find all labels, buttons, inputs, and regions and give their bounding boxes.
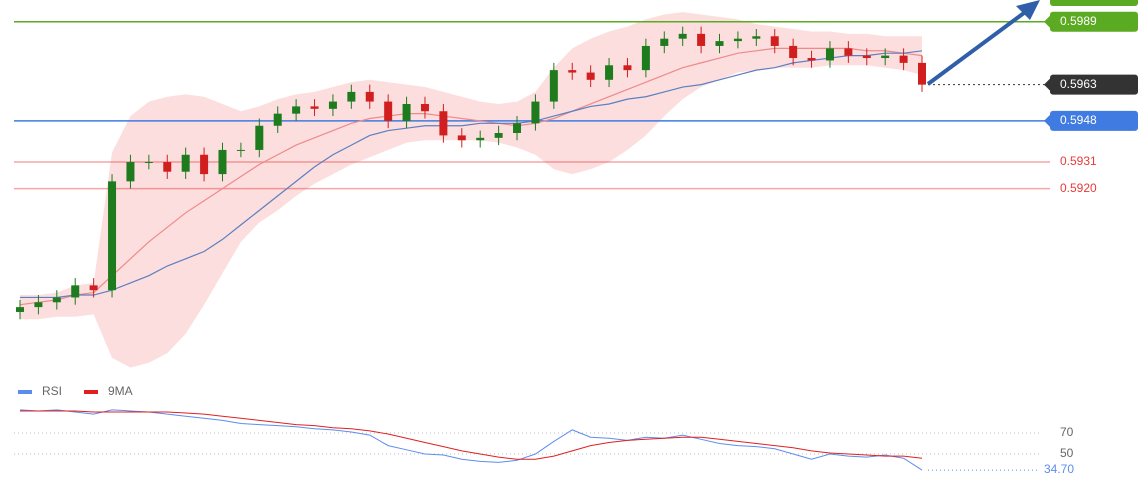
- candle-body: [236, 149, 245, 151]
- candle-body: [862, 55, 871, 59]
- level-label-pointer: [1044, 113, 1051, 128]
- legend-swatch: [84, 390, 98, 394]
- candle-body: [255, 125, 264, 150]
- moving-average: [20, 50, 923, 299]
- candle-body: [641, 45, 650, 71]
- candle-body: [715, 41, 724, 46]
- y-tick-label: 50: [1060, 446, 1074, 460]
- candle-body: [697, 33, 706, 46]
- candle-body: [420, 103, 429, 112]
- legend-label: RSI: [42, 384, 62, 398]
- level-label-box: [1050, 74, 1138, 95]
- candle-body: [402, 103, 411, 121]
- level-label: 0.5963: [1060, 77, 1097, 91]
- candle-body: [89, 285, 98, 291]
- arrow-head: [1016, 0, 1040, 20]
- candle-body: [770, 36, 779, 46]
- candle-body: [476, 137, 485, 141]
- level-label: 0.5989: [1060, 14, 1097, 28]
- legend-label: 9MA: [108, 384, 133, 398]
- candle-body: [328, 101, 337, 109]
- candle-body: [807, 58, 816, 61]
- forecast-arrow: [926, 0, 1040, 86]
- candle-body: [733, 38, 742, 42]
- candle-body: [586, 72, 595, 80]
- candle-body: [126, 162, 135, 182]
- arrow-shaft: [926, 8, 1030, 86]
- bollinger-band: [20, 12, 922, 368]
- candle-body: [825, 48, 834, 61]
- level-label-pointer: [1044, 14, 1051, 29]
- candle-body: [752, 36, 761, 39]
- level-box-offscreen: [1050, 0, 1138, 6]
- candle-body: [310, 106, 319, 109]
- candle-body: [108, 181, 117, 291]
- candle-body: [52, 297, 61, 303]
- candle-body: [531, 101, 540, 124]
- candle-body: [365, 91, 374, 102]
- candle-body: [16, 307, 24, 312]
- candle-body: [347, 91, 356, 102]
- candle-body: [844, 48, 853, 56]
- candle-body: [899, 55, 908, 63]
- current-value-label: 34.70: [1044, 462, 1074, 476]
- candle-body: [881, 55, 890, 59]
- rsi-line: [20, 410, 923, 460]
- candle-body: [513, 123, 522, 134]
- candle-body: [273, 113, 282, 126]
- candle-body: [678, 33, 687, 39]
- candle-body: [494, 133, 503, 138]
- candle-body: [163, 162, 172, 172]
- candle-body: [34, 302, 43, 308]
- level-label: 0.5920: [1060, 181, 1097, 195]
- candle-body: [605, 65, 614, 80]
- candle-body: [623, 65, 632, 71]
- level-label-box: [1050, 11, 1138, 32]
- y-tick-label: 70: [1060, 425, 1074, 439]
- candle-body: [918, 62, 926, 85]
- level-label: 0.5948: [1060, 113, 1097, 127]
- level-label-pointer: [1044, 77, 1051, 92]
- candle-body: [292, 106, 301, 114]
- legend-swatch: [18, 390, 32, 394]
- candle-body: [439, 111, 448, 136]
- level-label-box: [1050, 110, 1138, 131]
- candle-body: [568, 70, 577, 73]
- candle-body: [144, 162, 153, 164]
- candle-body: [384, 101, 393, 121]
- candle-body: [457, 135, 466, 141]
- candle-body: [789, 45, 798, 59]
- level-label: 0.5931: [1060, 154, 1097, 168]
- candle-body: [218, 149, 227, 175]
- candle-body: [71, 285, 80, 298]
- candle-body: [181, 154, 190, 172]
- rsi-line: [19, 409, 923, 471]
- candle-body: [660, 38, 669, 46]
- moving-average: [19, 47, 923, 306]
- candle-body: [200, 154, 209, 175]
- candle-body: [549, 70, 558, 102]
